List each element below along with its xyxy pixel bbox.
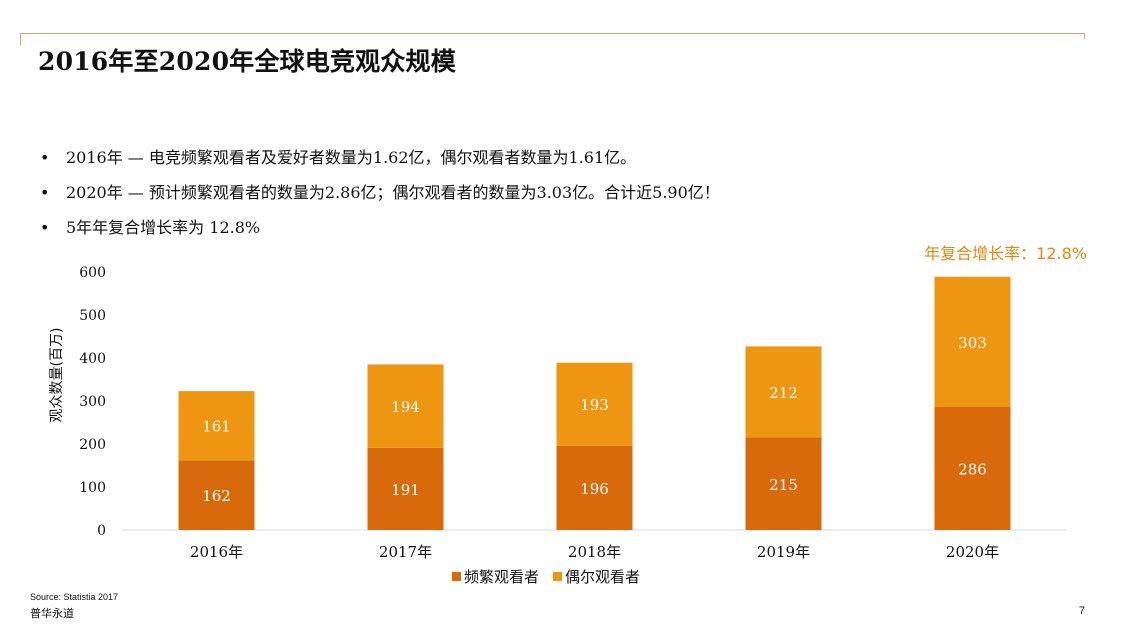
y-tick-label: 0: [97, 523, 106, 539]
data-label: 194: [391, 398, 420, 416]
legend-item-occasional: 偶尔观看者: [553, 566, 640, 587]
bar-segment-occasional: [556, 362, 633, 446]
legend-label-frequent: 频繁观看者: [464, 568, 540, 586]
source-note: Source: Statistia 2017: [30, 592, 119, 602]
x-tick-label: 2017年: [379, 543, 432, 561]
legend-item-frequent: 频繁观看者: [452, 566, 539, 587]
bullet-text: 2016年 — 电竞频繁观看者及爱好者数量为1.62亿，偶尔观看者数量为1.61…: [66, 148, 637, 167]
data-label: 286: [958, 461, 987, 479]
bullet-list: • 2016年 — 电竞频繁观看者及爱好者数量为1.62亿，偶尔观看者数量为1.6…: [40, 146, 720, 251]
x-tick-label: 2020年: [946, 543, 999, 561]
page-title: 2016年至2020年全球电竞观众规模: [38, 47, 456, 76]
legend-swatch-frequent: [452, 572, 461, 581]
bar-segment-frequent: [934, 407, 1011, 530]
bar-segment-occasional: [934, 276, 1011, 408]
x-tick-label: 2019年: [757, 543, 810, 561]
y-tick-label: 500: [79, 308, 106, 324]
page-number: 7: [1078, 605, 1085, 617]
top-rule: [20, 33, 1084, 34]
bullet-item: • 5年年复合增长率为 12.8%: [40, 216, 720, 251]
y-tick-label: 600: [79, 265, 106, 281]
bar-segment-frequent: [178, 460, 255, 530]
bullet-item: • 2016年 — 电竞频繁观看者及爱好者数量为1.62亿，偶尔观看者数量为1.6…: [40, 146, 720, 181]
data-label: 161: [202, 418, 231, 436]
x-tick-label: 2018年: [568, 543, 621, 561]
bar-segment-frequent: [745, 437, 822, 530]
data-label: 212: [769, 384, 798, 402]
bullet-text: 5年年复合增长率为 12.8%: [66, 218, 261, 237]
bullet-item: • 2020年 — 预计频繁观看者的数量为2.86亿；偶尔观看者的数量为3.03亿…: [40, 181, 720, 216]
brand-name: 普华永道: [30, 607, 74, 620]
y-tick-label: 100: [79, 480, 106, 496]
legend: 频繁观看者 偶尔观看者: [452, 566, 640, 587]
y-tick-label: 300: [79, 394, 106, 410]
bar-segment-occasional: [367, 364, 444, 448]
bar-segment-frequent: [367, 447, 444, 530]
cagr-annotation: 年复合增长率：12.8%: [924, 244, 1087, 263]
y-tick-label: 200: [79, 437, 106, 453]
x-tick-label: 2016年: [190, 543, 243, 561]
top-rule-left-tick: [20, 33, 21, 45]
bar-segment-occasional: [178, 391, 255, 461]
data-label: 196: [580, 480, 609, 498]
data-label: 303: [958, 334, 987, 352]
data-label: 191: [391, 481, 420, 499]
y-tick-label: 400: [79, 351, 106, 367]
bar-segment-frequent: [556, 445, 633, 530]
bullet-text: 2020年 — 预计频繁观看者的数量为2.86亿；偶尔观看者的数量为3.03亿。…: [66, 183, 720, 202]
data-label: 162: [202, 487, 231, 505]
legend-label-occasional: 偶尔观看者: [565, 568, 641, 586]
data-label: 215: [769, 476, 798, 494]
bar-segment-occasional: [745, 346, 822, 438]
bullet-icon: •: [40, 218, 50, 237]
bullet-icon: •: [40, 148, 50, 167]
bullet-icon: •: [40, 183, 50, 202]
top-rule-right-tick: [1084, 33, 1085, 39]
legend-swatch-occasional: [553, 572, 563, 581]
data-label: 193: [580, 396, 609, 414]
